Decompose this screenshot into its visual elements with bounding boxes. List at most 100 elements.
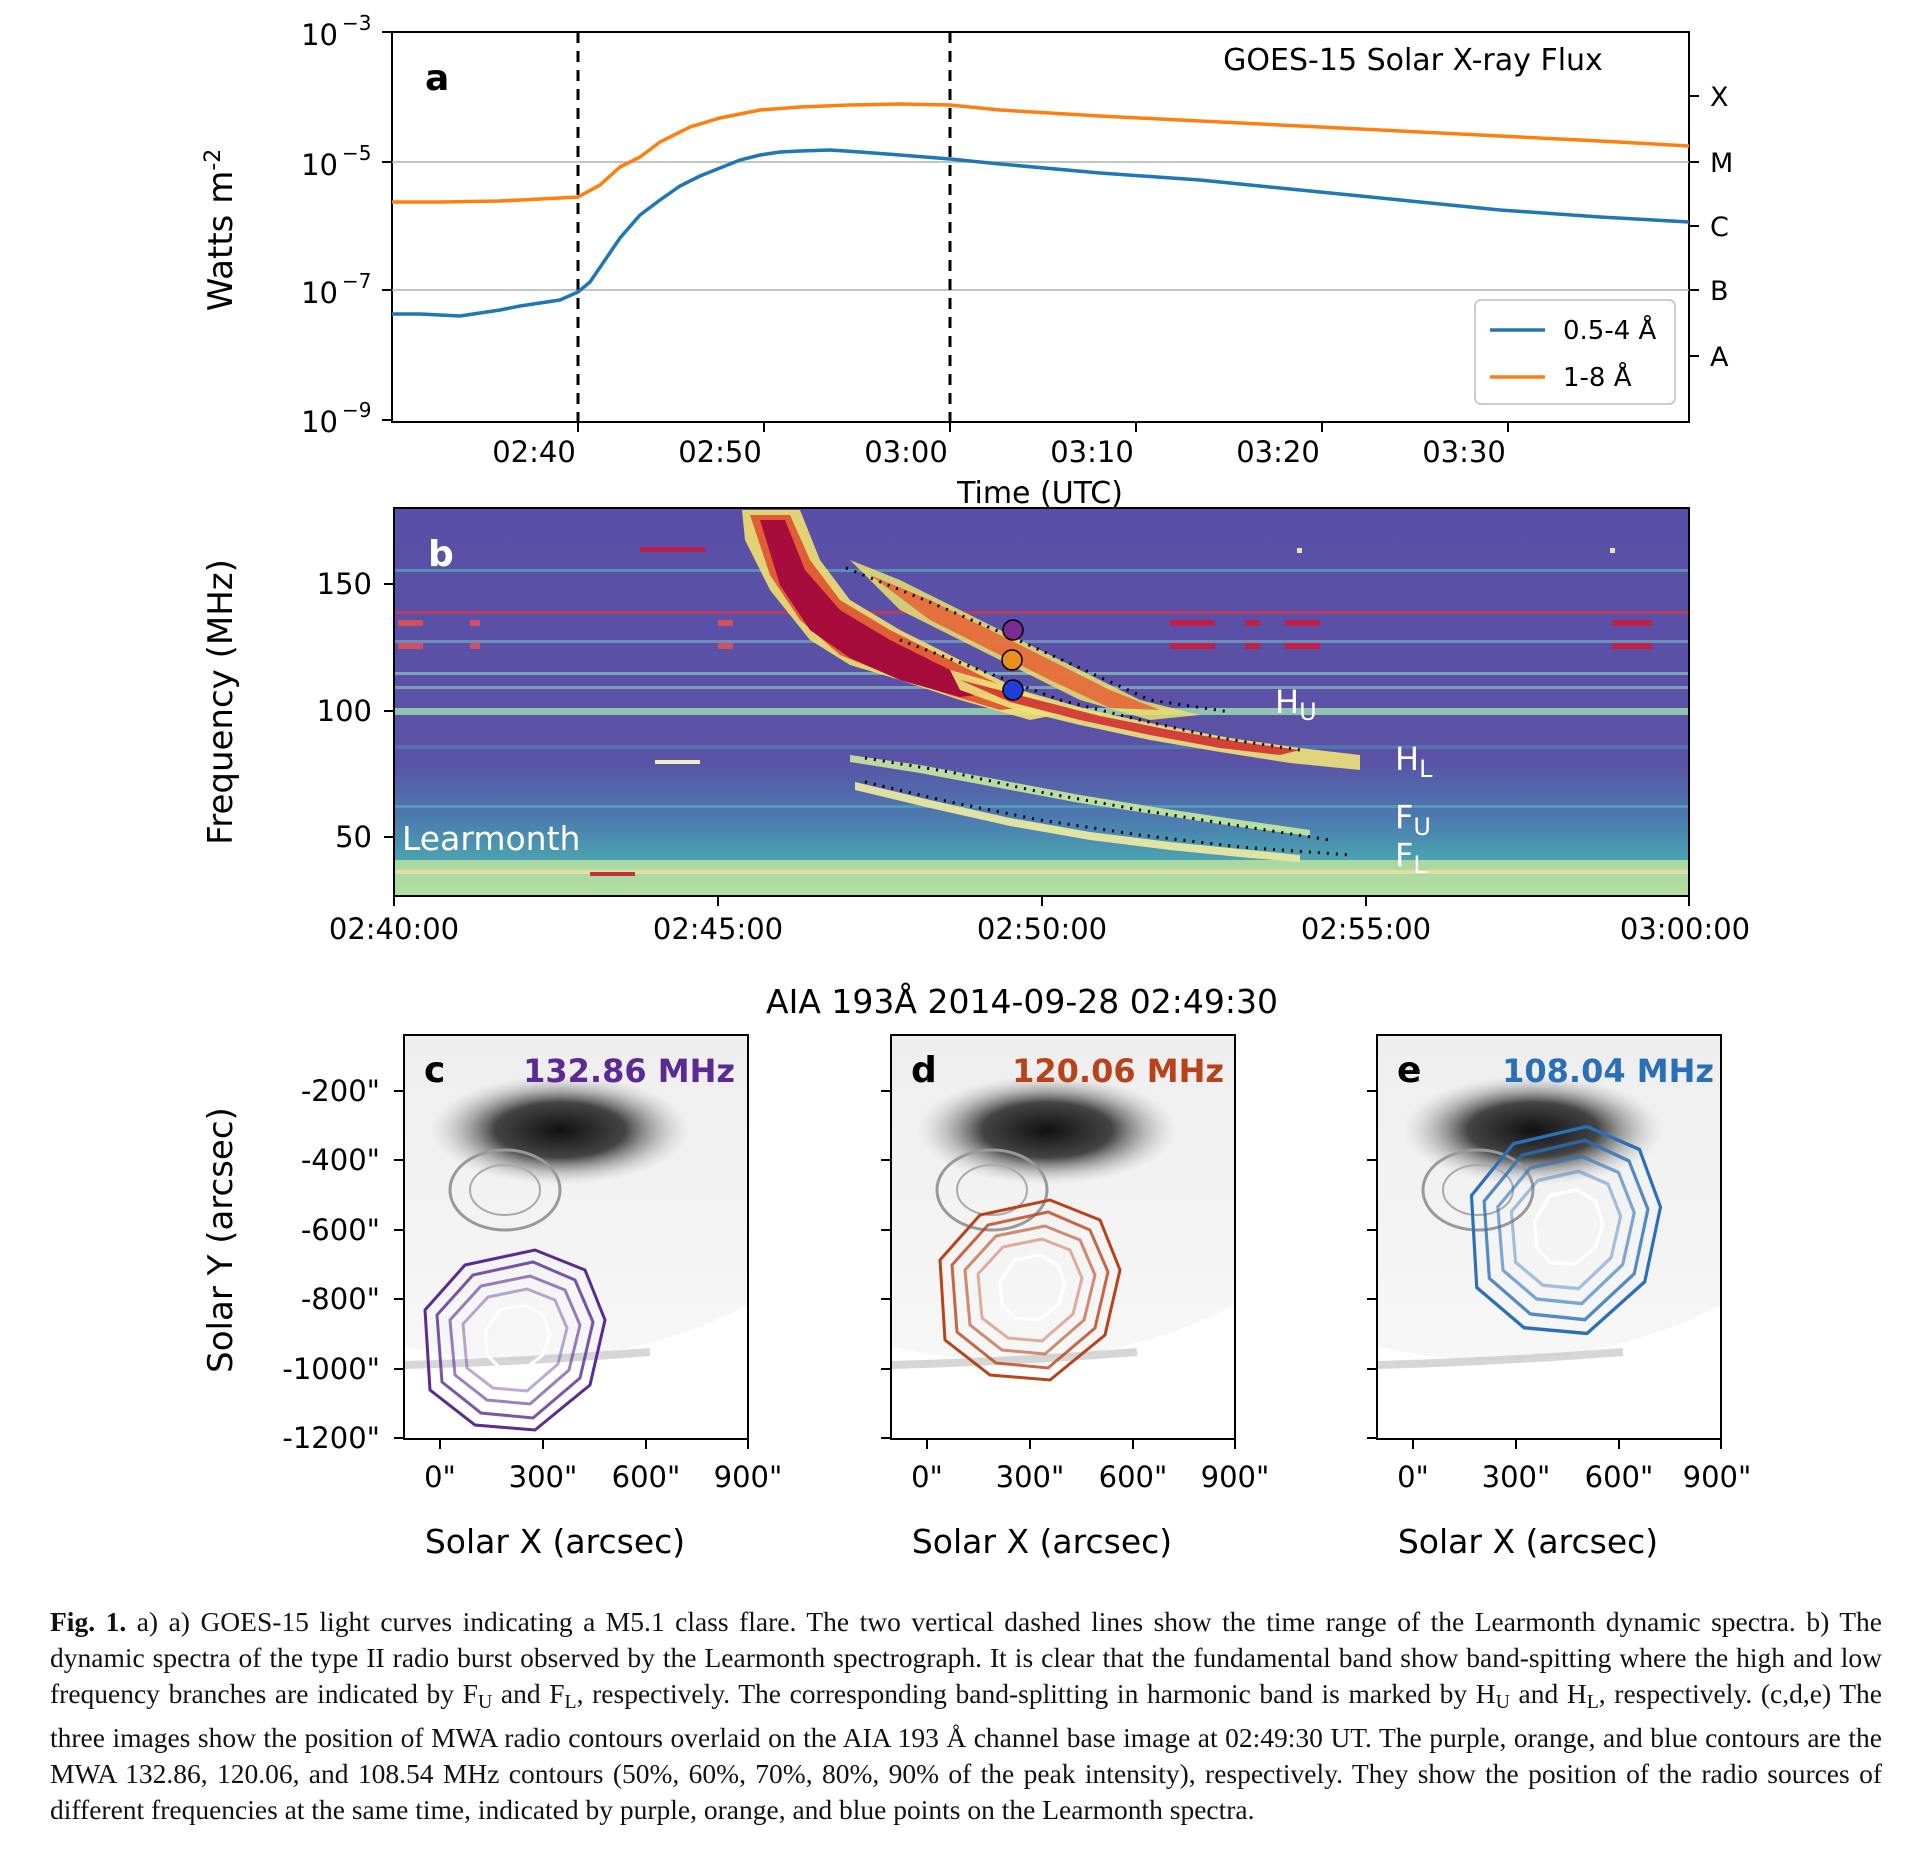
panel-a-ylabel: Watts m-2 [201, 149, 241, 312]
panel-e-xlabel: Solar X (arcsec) [1398, 1522, 1658, 1561]
x-tick-label: 02:45:00 [653, 912, 783, 946]
x-tick-label: 02:40:00 [329, 912, 459, 946]
y-tick-label: 10 [301, 18, 338, 52]
class-label: M [1710, 148, 1733, 179]
radio-contours-c [423, 1248, 607, 1432]
x-tick-label: 0" [424, 1460, 456, 1494]
series-1-8A [392, 102, 1690, 204]
x-tick-label: 02:40 [492, 435, 576, 469]
panel-cde-ylabel: Solar Y (arcsec) [201, 1107, 241, 1373]
figure-caption: Fig. 1. a) a) GOES-15 light curves indic… [50, 1604, 1882, 1828]
panel-c-ticks [394, 1090, 749, 1449]
caption-subscript: U [1495, 1690, 1510, 1713]
panel-d-ticks [881, 1090, 1236, 1449]
fu-fit-dotted [864, 756, 1331, 842]
x-tick-label: 03:10 [1050, 435, 1134, 469]
caption-text: and F [492, 1678, 565, 1709]
band-label-hl: HL [1395, 740, 1433, 783]
x-tick-label: 900" [1683, 1460, 1752, 1494]
caption-label: Fig. 1. [50, 1606, 127, 1637]
panel-e-frame [1376, 1034, 1722, 1440]
y-tick-exponent: −5 [342, 141, 371, 165]
class-label: B [1710, 276, 1729, 307]
band-label-hu: HU [1275, 683, 1317, 726]
aia-title: AIA 193Å 2014-09-28 02:49:30 [766, 981, 1278, 1021]
panel-a-title: GOES-15 Solar X-ray Flux [1223, 43, 1603, 78]
x-tick-label: 300" [1482, 1460, 1551, 1494]
caption-text: and H [1509, 1678, 1587, 1709]
panel-a-x-ticks: 02:40 02:50 03:00 03:10 03:20 03:30 [492, 422, 1509, 469]
x-tick-label: 600" [1585, 1460, 1654, 1494]
y-tick-label: -400" [301, 1143, 380, 1177]
panel-e: e 108.04 MHz 0" 300" 600" 900" Solar X (… [1367, 1034, 1752, 1561]
series-0.5-4A [392, 148, 1690, 318]
panel-letter-a: a [425, 58, 449, 99]
freq-label-c: 132.86 MHz [523, 1052, 735, 1090]
panel-cde-y-ticks: -200" -400" -600" -800" -1000" -1200" [282, 1074, 380, 1455]
x-tick-label: 0" [911, 1460, 943, 1494]
class-label: X [1710, 82, 1729, 113]
marker-orange [1001, 649, 1023, 671]
panel-b-y-ticks: 150 100 50 [317, 567, 394, 854]
x-tick-label: 300" [996, 1460, 1065, 1494]
class-label: A [1710, 342, 1729, 373]
panel-a-xlabel: Time (UTC) [956, 476, 1123, 511]
x-tick-label: 600" [612, 1460, 681, 1494]
panel-c-frame [403, 1034, 749, 1440]
caption-text: a) a) GOES-15 light curves indicating a … [50, 1606, 1882, 1709]
legend-label-long: 1-8 Å [1563, 361, 1632, 393]
goes-class-axis: X M C B A [1689, 82, 1733, 373]
active-region [917, 1075, 1177, 1185]
fl-fit-dotted [864, 780, 1351, 857]
band-label-fu: FU [1395, 798, 1431, 841]
x-tick-label: 02:50 [678, 435, 762, 469]
freq-label-d: 120.06 MHz [1012, 1052, 1224, 1090]
class-label: C [1710, 212, 1729, 243]
y-tick-label: -200" [301, 1074, 380, 1108]
y-tick-exponent: −7 [342, 269, 371, 293]
caption-subscript: L [564, 1690, 577, 1713]
caption-subscript: U [477, 1690, 493, 1713]
panel-d-frame [890, 1034, 1236, 1440]
panel-b-ylabel: Frequency (MHz) [201, 559, 241, 845]
radio-contours-d [938, 1198, 1122, 1382]
x-tick-label: 300" [509, 1460, 578, 1494]
panel-b: 150 100 50 02:40:00 02:45:00 02:50:00 02… [201, 507, 1750, 946]
panel-letter-e: e [1397, 1050, 1421, 1091]
y-tick-label: 150 [317, 567, 372, 601]
x-tick-label: 0" [1397, 1460, 1429, 1494]
x-tick-label: 03:20 [1236, 435, 1320, 469]
panel-letter-b: b [428, 534, 454, 575]
panel-a: 10 −3 10 −5 10 −7 10 −9 02:40 02:50 03:0… [201, 11, 1733, 511]
y-tick-label: -1200" [282, 1421, 380, 1455]
panel-c-xlabel: Solar X (arcsec) [425, 1522, 685, 1561]
x-tick-label: 03:00 [864, 435, 948, 469]
marker-blue [1002, 679, 1024, 701]
panel-b-x-ticks: 02:40:00 02:45:00 02:50:00 02:55:00 03:0… [329, 896, 1750, 946]
panel-d-xlabel: Solar X (arcsec) [912, 1522, 1172, 1561]
y-tick-label: 10 [301, 148, 338, 182]
active-region [1403, 1075, 1663, 1185]
y-tick-exponent: −3 [342, 11, 371, 35]
panel-letter-c: c [424, 1050, 445, 1091]
x-tick-label: 900" [714, 1460, 783, 1494]
y-tick-label: -800" [301, 1282, 380, 1316]
caption-subscript: L [1586, 1690, 1599, 1713]
x-tick-label: 03:30 [1422, 435, 1506, 469]
panel-d: d 120.06 MHz 0" 300" 600" 900" Solar X (… [881, 1034, 1269, 1561]
marker-purple [1002, 619, 1024, 641]
caption-text: , respectively. (c,d,e) The three images… [50, 1678, 1882, 1825]
y-tick-label: 100 [317, 694, 372, 728]
x-tick-label: 03:00:00 [1620, 912, 1750, 946]
y-tick-label: 10 [301, 276, 338, 310]
x-tick-label: 02:50:00 [977, 912, 1107, 946]
legend-label-short: 0.5-4 Å [1563, 314, 1657, 346]
x-tick-label: 600" [1099, 1460, 1168, 1494]
panel-a-legend: 0.5-4 Å 1-8 Å [1474, 299, 1676, 405]
freq-label-e: 108.04 MHz [1502, 1052, 1714, 1090]
radio-contours-e [1469, 1124, 1663, 1336]
y-tick-label: 10 [301, 405, 338, 439]
y-tick-label: 50 [335, 820, 372, 854]
y-tick-exponent: −9 [342, 398, 371, 422]
y-tick-label: -600" [301, 1213, 380, 1247]
